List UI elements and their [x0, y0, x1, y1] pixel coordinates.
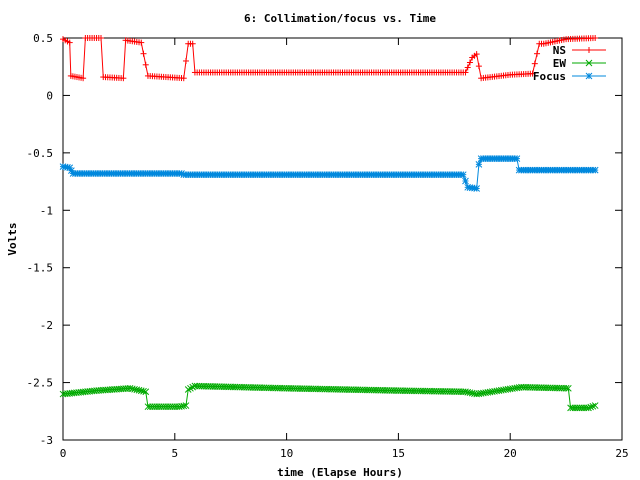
legend-marker [585, 72, 593, 80]
data-point [513, 155, 521, 162]
x-tick-label: 20 [504, 447, 517, 460]
data-point [66, 39, 73, 46]
x-tick-label: 25 [615, 447, 628, 460]
series-focus [59, 155, 599, 192]
data-point [473, 51, 480, 58]
data-point [120, 75, 127, 82]
series-group [59, 35, 599, 412]
series-ns [60, 35, 599, 82]
y-axis-title: Volts [6, 222, 19, 255]
y-tick-label: -1.5 [27, 262, 54, 275]
data-point [534, 50, 541, 57]
y-tick-label: -2.5 [27, 377, 54, 390]
data-point [473, 185, 481, 192]
y-tick-label: -2 [40, 319, 53, 332]
legend-marker [586, 47, 592, 53]
legend-label: EW [553, 57, 567, 70]
data-point [138, 39, 145, 46]
data-point [98, 35, 105, 41]
data-point [529, 70, 536, 77]
data-point [459, 171, 467, 179]
data-point [585, 404, 592, 412]
data-point [531, 60, 538, 67]
data-point [591, 166, 599, 174]
data-point [142, 61, 149, 68]
data-point [180, 402, 188, 410]
data-point [462, 69, 469, 76]
x-tick-label: 10 [280, 447, 293, 460]
data-point [564, 384, 572, 392]
data-point [592, 35, 599, 41]
data-point [466, 59, 473, 66]
y-tick-label: -1 [40, 204, 53, 217]
data-point [589, 402, 597, 410]
legend-label: NS [553, 44, 566, 57]
data-point [180, 75, 187, 82]
data-point [475, 63, 482, 70]
data-point [142, 388, 150, 396]
data-point [182, 57, 189, 64]
axis-ticks: 0 5 10 15 20 25 0.5 0 -0.5 -1 -1.5 -2 -2.5 -3 [27, 32, 629, 460]
plot-frame [62, 37, 623, 441]
x-tick-label: 15 [392, 447, 405, 460]
data-point [587, 403, 595, 411]
y-tick-label: -0.5 [27, 147, 54, 160]
chart-title: 6: Collimation/focus vs. Time [244, 12, 436, 25]
data-point [475, 160, 483, 168]
y-tick-label: -3 [40, 434, 53, 447]
data-point [66, 164, 74, 172]
y-tick-label: 0.5 [33, 32, 53, 45]
y-tick-label: 0 [46, 89, 53, 102]
series-ew [59, 382, 599, 412]
x-tick-label: 0 [60, 447, 67, 460]
data-point [585, 59, 593, 67]
data-point [586, 47, 592, 53]
x-tick-label: 5 [171, 447, 178, 460]
data-point [140, 50, 147, 57]
data-point [464, 64, 471, 71]
data-point [562, 384, 570, 392]
data-point [80, 75, 87, 82]
data-point [462, 177, 469, 185]
legend-marker [585, 59, 593, 67]
plot-area [62, 37, 623, 441]
data-point [140, 387, 147, 395]
x-axis-title: time (Elapse Hours) [277, 466, 403, 479]
data-point [189, 40, 196, 47]
data-point [591, 402, 599, 409]
data-point [585, 72, 593, 80]
legend-label: Focus [533, 70, 566, 83]
data-point [182, 402, 190, 409]
